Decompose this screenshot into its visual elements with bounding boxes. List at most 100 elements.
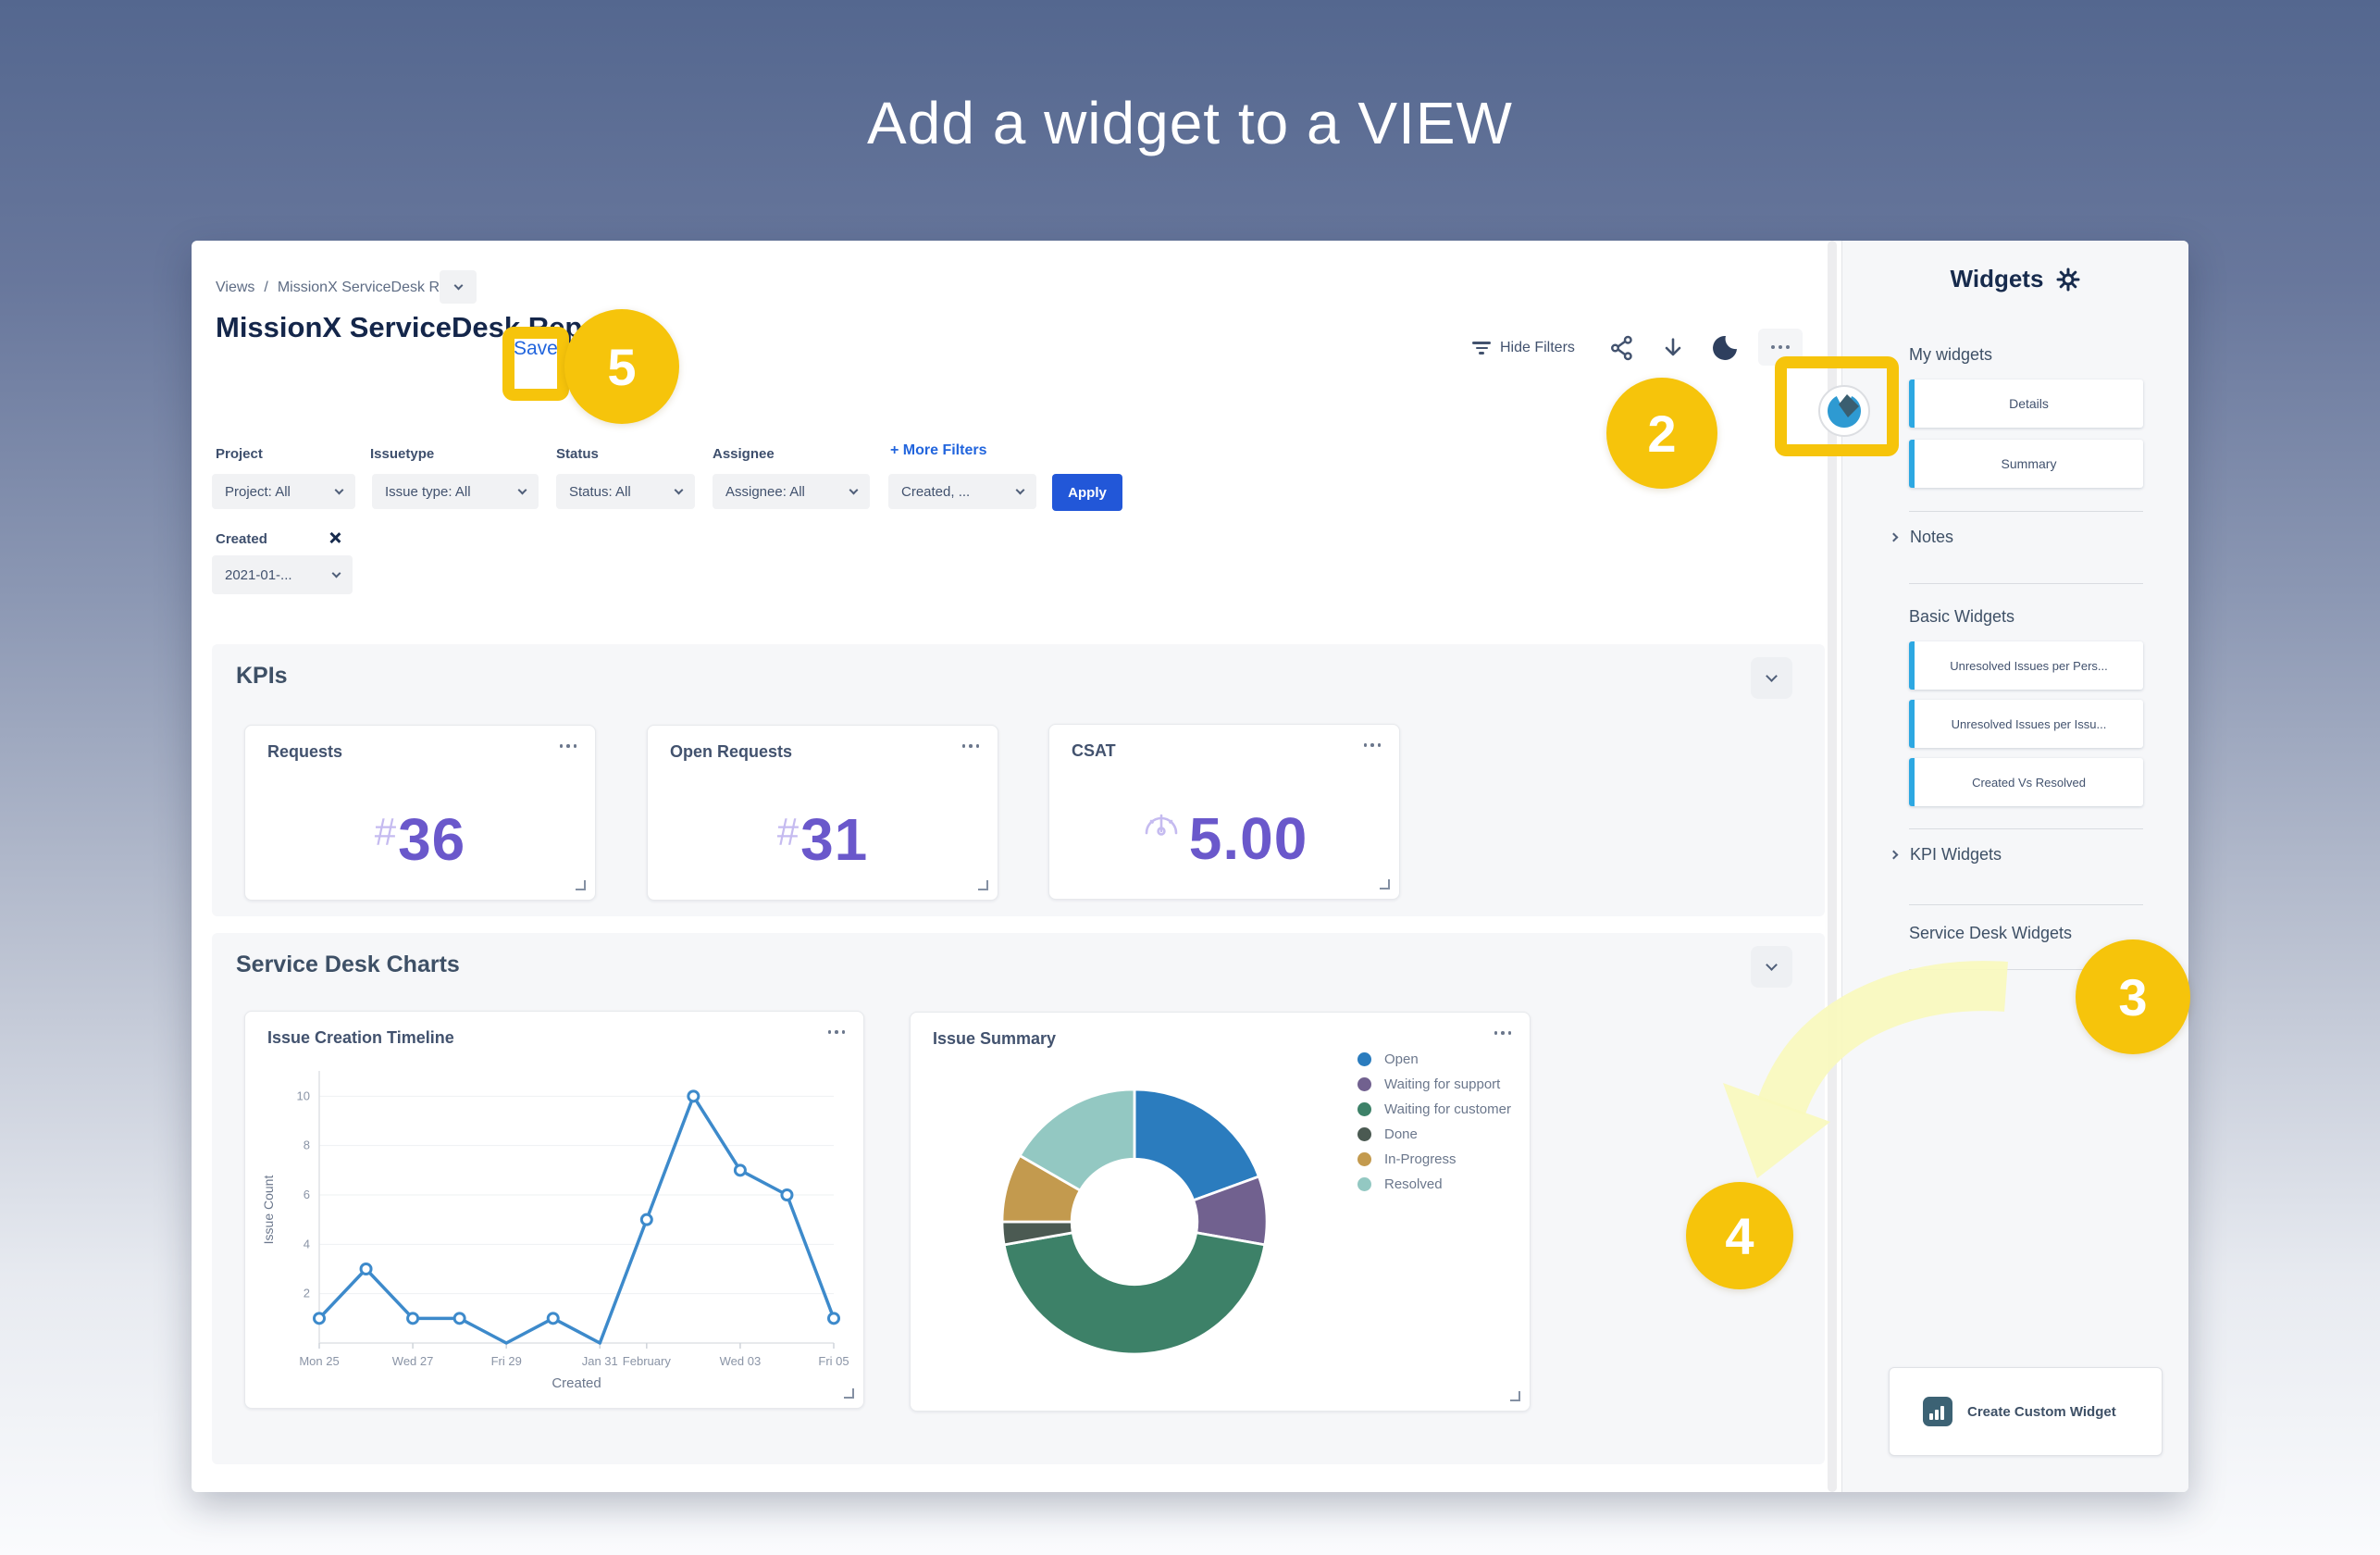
resize-handle[interactable] [1380,879,1390,889]
step-badge-3: 3 [2076,939,2190,1054]
widget-item-unresolved-issue[interactable]: Unresolved Issues per Issu... [1909,700,2143,748]
step-badge-2: 2 [1606,378,1717,489]
divider [1909,904,2143,905]
created-date-dropdown[interactable]: 2021-01-... [212,555,353,594]
chevron-down-icon [1766,959,1778,971]
toolbar: Hide Filters [1472,333,2188,363]
project-dropdown[interactable]: Project: All [212,474,355,509]
card-menu-icon[interactable] [827,1030,845,1034]
sidebar-title-text: Widgets [1950,265,2044,292]
legend-label: Done [1384,1126,1418,1142]
chevron-down-icon [1015,485,1025,494]
widget-item-unresolved-person[interactable]: Unresolved Issues per Pers... [1909,641,2143,690]
chevron-down-icon [331,568,341,578]
divider [1909,969,2143,970]
create-custom-widget-button[interactable]: Create Custom Widget [1889,1367,2163,1456]
legend-dot [1357,1052,1371,1066]
issue-summary-donut-chart [1000,1088,1269,1356]
resize-handle[interactable] [844,1388,854,1399]
created-fields-dropdown[interactable]: Created, ... [888,474,1036,509]
widget-item-summary[interactable]: Summary [1909,440,2143,488]
kpi-card-title: CSAT [1072,741,1116,760]
legend-item: Done [1357,1126,1511,1142]
svg-text:Mon 25: Mon 25 [299,1354,339,1368]
legend-item: Waiting for customer [1357,1101,1511,1117]
my-widgets-heading: My widgets [1909,345,1993,364]
hash-icon: # [374,810,397,853]
breadcrumb-current[interactable]: MissionX ServiceDesk Report [277,280,474,295]
bar-chart-icon [1923,1397,1952,1426]
resize-handle[interactable] [1510,1391,1520,1401]
widgets-sidebar: Widgets My widgets Details Summary Notes… [1841,241,2188,1492]
step-badge-5: 5 [564,309,679,424]
kpis-collapse-button[interactable] [1751,657,1792,699]
widget-item-created-vs-resolved[interactable]: Created Vs Resolved [1909,758,2143,806]
chevron-down-icon [849,485,859,494]
resize-handle[interactable] [576,880,586,890]
more-filters-link[interactable]: + More Filters [890,442,987,458]
legend-dot [1357,1177,1371,1191]
issuetype-dropdown[interactable]: Issue type: All [372,474,539,509]
legend-dot [1357,1077,1371,1091]
status-dropdown[interactable]: Status: All [556,474,695,509]
svg-text:8: 8 [304,1138,310,1152]
widget-item-details[interactable]: Details [1909,379,2143,428]
kpi-card-csat: CSAT 5.00 [1048,724,1400,900]
gear-icon[interactable] [2056,267,2080,292]
chevron-down-icon [674,485,684,494]
filter-label-status: Status [556,446,599,462]
close-icon[interactable] [328,531,341,544]
apply-button[interactable]: Apply [1052,474,1122,511]
resize-handle[interactable] [978,880,988,890]
legend-dot [1357,1102,1371,1116]
kpi-card-title: Open Requests [670,742,793,761]
kpi-value: #36 [245,805,595,874]
card-menu-icon[interactable] [559,744,576,748]
pie-logo-icon[interactable] [1818,385,1870,437]
card-menu-icon[interactable] [961,744,979,748]
sidebar-title: Widgets [1842,265,2188,293]
kpi-number: 31 [800,806,869,873]
basic-widgets-heading: Basic Widgets [1909,607,2015,626]
view-switcher-button[interactable] [440,270,477,304]
moon-icon[interactable] [1710,333,1740,363]
status-dropdown-value: Status: All [569,483,631,500]
chevron-down-icon [517,485,527,494]
svg-text:Wed 03: Wed 03 [720,1354,762,1368]
hide-filters-label: Hide Filters [1500,340,1575,355]
legend-label: In-Progress [1384,1151,1457,1167]
kpi-card-requests: Requests #36 [244,725,596,901]
svg-text:Jan 31: Jan 31 [582,1354,618,1368]
filter-label-issuetype: Issuetype [370,446,435,462]
kpis-section-title: KPIs [236,663,288,689]
svg-text:February: February [623,1354,672,1368]
chevron-right-icon [1889,532,1899,542]
service-desk-widgets-heading: Service Desk Widgets [1909,924,2073,942]
slide-title: Add a widget to a VIEW [867,90,1513,156]
notes-section-toggle[interactable]: Notes [1889,528,1953,547]
line-chart-card: Issue Creation Timeline 2 4 6 8 10 Mon 25 Wed … [244,1011,864,1409]
legend-label: Waiting for support [1384,1076,1501,1092]
hide-filters-button[interactable]: Hide Filters [1472,339,1575,357]
assignee-dropdown[interactable]: Assignee: All [713,474,870,509]
legend-label: Resolved [1384,1176,1443,1192]
kpi-value: 5.00 [1049,804,1399,873]
kpi-card-title: Requests [267,742,343,761]
breadcrumb-root[interactable]: Views [216,280,255,295]
save-button[interactable]: Save [514,338,558,359]
charts-collapse-button[interactable] [1751,946,1792,988]
legend-label: Open [1384,1051,1419,1067]
issuetype-dropdown-value: Issue type: All [385,483,471,500]
divider [1909,583,2143,584]
card-menu-icon[interactable] [1494,1031,1511,1035]
svg-text:6: 6 [304,1188,310,1201]
kpi-widgets-toggle[interactable]: KPI Widgets [1889,845,2002,865]
assignee-dropdown-value: Assignee: All [725,483,805,500]
download-icon[interactable] [1660,335,1686,361]
share-icon[interactable] [1608,334,1636,362]
scrollbar[interactable] [1828,241,1837,1492]
card-menu-icon[interactable] [1363,743,1381,747]
filter-icon [1472,339,1491,357]
chevron-right-icon [1889,850,1899,860]
svg-text:10: 10 [297,1088,310,1102]
